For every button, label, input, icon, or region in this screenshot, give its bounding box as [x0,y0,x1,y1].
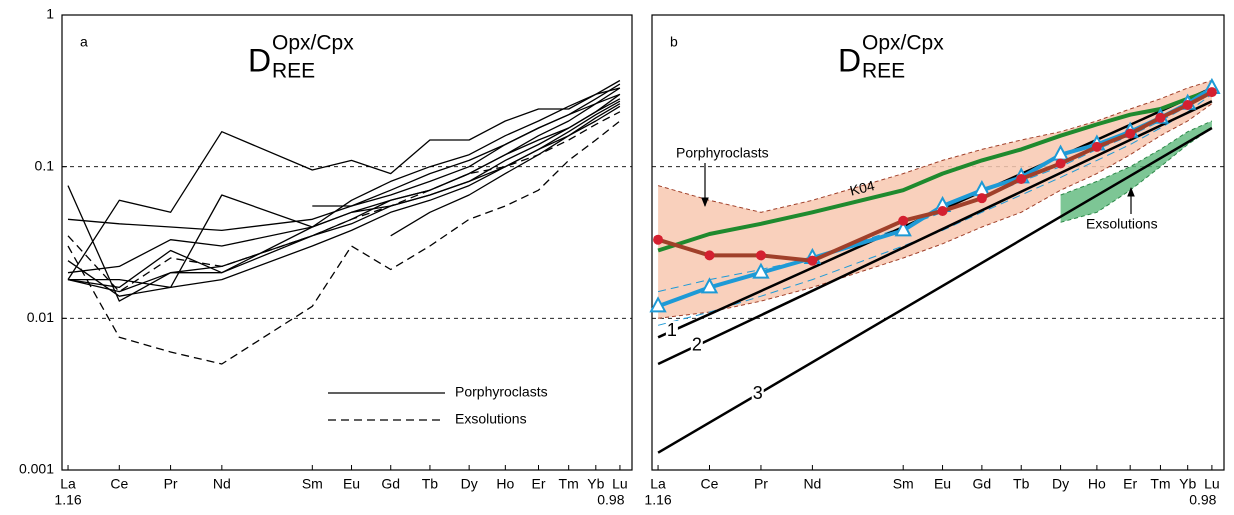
title-sup: Opx/Cpx [862,32,944,55]
series-line [67,83,621,232]
point-marker [755,250,766,261]
band-upper-edge [1060,120,1213,196]
x-tick-label: 0.98 [597,492,624,508]
x-category-label: Pr [754,476,768,492]
series-line [657,88,1213,253]
x-category-label: La [650,476,666,492]
x-category-label: Ce [701,476,719,492]
y-tick-label: 0.1 [35,157,55,173]
point-marker [1091,141,1102,152]
panel-label: b [670,34,678,50]
x-category-label: Nd [213,476,231,492]
x-category-label: Ho [496,476,514,492]
x-category-label: Gd [973,476,992,492]
series-line [68,100,621,289]
x-category-label: Sm [302,476,323,492]
x-category-label: Sm [893,476,914,492]
point-marker [1125,128,1136,139]
legend-label: Exsolutions [455,411,527,427]
series-line [390,103,621,237]
band-lower-edge [1060,127,1213,223]
point-marker [898,215,909,226]
x-category-label: Yb [1179,476,1196,492]
series-line [67,105,621,274]
series-line [657,100,1213,366]
x-category-label: Yb [587,476,604,492]
point-marker [937,206,948,217]
title-sup: Opx/Cpx [272,32,354,55]
series-line [657,126,1213,454]
x-category-label: Lu [612,476,628,492]
x-category-label: Dy [1052,476,1069,492]
x-category-label: Er [1123,476,1137,492]
x-category-label: Tm [1150,476,1170,492]
y-tick-label: 0.001 [19,461,54,477]
x-category-label: Lu [1204,476,1220,492]
y-tick-label: 1 [46,6,54,22]
y-tick-label: 0.01 [27,309,54,325]
x-category-label: Tm [559,476,579,492]
point-marker [752,262,770,279]
plot-frame [651,14,1225,471]
series-line [67,98,621,289]
x-category-label: Eu [934,476,951,492]
series-line [657,90,1213,263]
series-line [67,111,621,293]
series-line [67,120,621,365]
series-label-bg [751,384,764,405]
legend-label: Porphyroclasts [455,384,548,400]
point-marker [1016,173,1027,184]
title-main: D [838,42,861,78]
plot-frame [61,14,633,471]
x-category-label: Tb [422,476,439,492]
x-category-label: Tb [1013,476,1030,492]
series-line [312,93,621,207]
x-tick-label: 1.16 [54,492,81,508]
annotation: Exsolutions [1086,216,1158,232]
annotation: Porphyroclasts [676,145,769,161]
series-label: 2 [692,334,702,354]
point-marker [1182,100,1193,111]
band-upper-edge [657,80,1213,213]
x-tick-label: 1.16 [644,492,671,508]
band-lower-edge [658,103,1213,319]
x-tick-label: 0.98 [1189,492,1216,508]
point-marker [1206,87,1217,98]
x-category-label: Ho [1088,476,1106,492]
x-category-label: Eu [343,476,360,492]
series-label-bg [690,335,703,356]
x-category-label: Er [532,476,546,492]
x-category-label: Ce [110,476,128,492]
point-marker [700,277,719,294]
series-line [67,93,621,293]
x-category-label: Dy [461,476,478,492]
point-marker [704,250,715,261]
series-line [657,93,1213,326]
series-label-bg [665,321,678,342]
series-label: 1 [667,320,677,340]
series-line [67,87,621,302]
x-category-label: Gd [381,476,400,492]
point-marker [807,255,818,266]
series-label: 3 [753,383,763,403]
point-marker [1155,112,1166,123]
x-category-label: La [60,476,76,492]
point-marker [1055,158,1066,169]
title-sub: REE [272,60,315,83]
x-category-label: Nd [803,476,821,492]
panel-label: a [80,34,88,50]
point-marker [653,234,664,245]
title-sub: REE [862,60,905,83]
x-category-label: Pr [164,476,178,492]
title-main: D [248,42,271,78]
series-label: K04 [848,177,876,199]
point-marker [976,193,987,204]
point-marker [894,220,912,237]
point-marker [649,296,667,313]
